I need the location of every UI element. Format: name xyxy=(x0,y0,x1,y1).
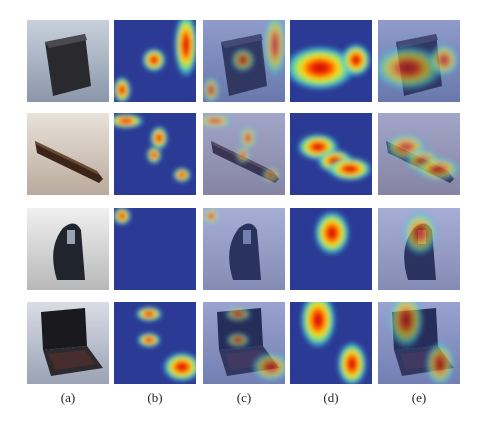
object-top xyxy=(221,34,263,48)
keys xyxy=(49,350,95,370)
heat-blob xyxy=(337,341,367,384)
heat-blob xyxy=(262,167,280,183)
image-cell xyxy=(378,113,460,195)
heat-blob xyxy=(114,208,131,225)
column-label: (d) xyxy=(323,390,338,405)
image-cell xyxy=(203,20,285,102)
heat-blob xyxy=(142,48,166,72)
column-label: (c) xyxy=(237,390,251,405)
heat-blob xyxy=(150,126,168,150)
heat-blob xyxy=(378,45,444,91)
tape xyxy=(67,230,75,244)
image-cell xyxy=(203,113,285,195)
column-label: (a) xyxy=(61,390,75,405)
heat-blob xyxy=(135,306,163,322)
heat-blob xyxy=(251,352,285,382)
heat-blob xyxy=(173,167,191,183)
image-cell xyxy=(290,113,372,195)
object xyxy=(45,34,91,96)
object xyxy=(229,223,261,280)
image-cell xyxy=(290,302,372,384)
heat-blob xyxy=(174,20,196,78)
object-top xyxy=(396,34,438,48)
object xyxy=(53,223,85,280)
tape xyxy=(243,230,251,244)
heat-blob xyxy=(429,43,459,77)
heat-blob xyxy=(327,157,372,181)
heat-blob xyxy=(300,302,336,349)
column-label: (e) xyxy=(412,390,426,405)
heat-blob xyxy=(415,157,460,181)
heat-blob xyxy=(425,341,455,384)
image-cell xyxy=(378,20,460,102)
screen xyxy=(41,308,87,350)
image-cell xyxy=(378,302,460,384)
heat-blob xyxy=(402,210,438,256)
image-cell xyxy=(290,208,372,290)
heat-blob xyxy=(314,210,350,256)
object-top xyxy=(45,34,87,48)
image-cell xyxy=(27,208,109,290)
image-cell xyxy=(203,302,285,384)
image-cell xyxy=(114,208,196,290)
heat-blob xyxy=(162,352,196,382)
heat-blob xyxy=(263,20,285,78)
heat-blob xyxy=(231,48,255,72)
heat-blob xyxy=(146,146,162,164)
object-edge xyxy=(35,141,99,175)
image-cell xyxy=(378,208,460,290)
image-cell xyxy=(114,302,196,384)
heat-blob xyxy=(388,302,424,349)
image-cell xyxy=(27,113,109,195)
heat-blob xyxy=(137,332,161,348)
heat-blob xyxy=(341,43,371,77)
heat-blob xyxy=(224,306,252,322)
image-cell xyxy=(114,20,196,102)
heat-blob xyxy=(226,332,250,348)
heat-blob xyxy=(203,76,220,102)
image-cell xyxy=(203,208,285,290)
heat-blob xyxy=(114,113,144,129)
column-label: (b) xyxy=(147,390,162,405)
image-cell xyxy=(114,113,196,195)
heat-blob xyxy=(235,146,251,164)
heat-blob xyxy=(203,113,233,129)
image-cell xyxy=(290,20,372,102)
image-cell xyxy=(27,20,109,102)
heat-blob xyxy=(290,45,356,91)
image-cell xyxy=(27,302,109,384)
heat-blob xyxy=(114,76,131,102)
heat-blob xyxy=(239,126,257,150)
heat-blob xyxy=(203,208,220,225)
